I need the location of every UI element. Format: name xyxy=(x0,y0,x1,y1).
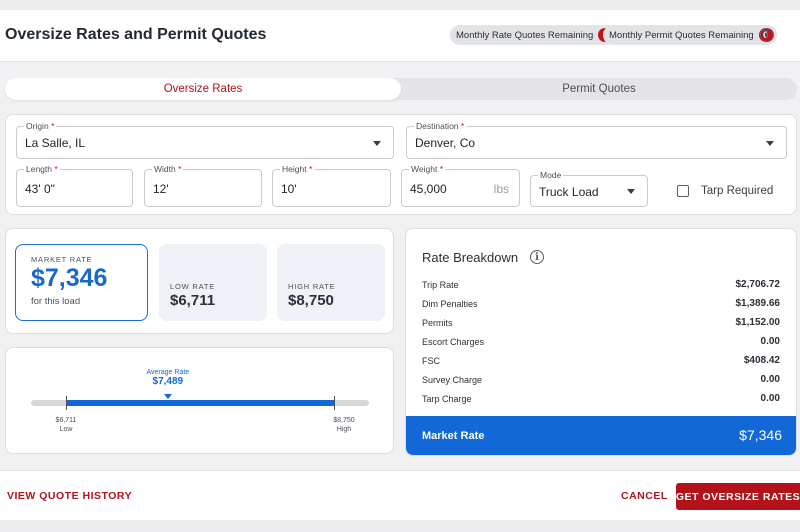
length-field[interactable]: Length * 43' 0" xyxy=(16,164,133,207)
length-value: 43' 0" xyxy=(25,182,55,196)
low-rate-value: $6,711 xyxy=(170,292,216,309)
mode-chevron-down-icon xyxy=(627,189,635,194)
destination-label: Destination * xyxy=(414,121,467,131)
tab-bar: Oversize Rates Permit Quotes xyxy=(5,78,797,100)
weight-value: 45,000 xyxy=(410,182,447,196)
low-rate-caption: LOW RATE xyxy=(170,282,216,291)
origin-field[interactable]: Origin * La Salle, IL xyxy=(16,121,394,159)
height-value: 10' xyxy=(281,182,297,196)
mode-select[interactable]: Mode Truck Load xyxy=(530,170,648,207)
top-strip xyxy=(0,0,800,10)
rate-breakdown-card: Rate Breakdown i Trip Rate $2,706.72 Dim … xyxy=(405,228,797,456)
width-value: 12' xyxy=(153,182,169,196)
high-rate-caption: HIGH RATE xyxy=(288,282,336,291)
breakdown-row-survey-charge: Survey Charge 0.00 xyxy=(422,374,780,385)
mode-label: Mode xyxy=(538,170,564,180)
breakdown-row-fsc: FSC $408.42 xyxy=(422,355,780,366)
origin-chevron-down-icon xyxy=(373,141,381,146)
rate-quotes-remaining-pill: Monthly Rate Quotes Remaining 5 xyxy=(450,25,617,45)
low-rate-tile: LOW RATE $6,711 xyxy=(159,244,267,321)
rate-quotes-remaining-label: Monthly Rate Quotes Remaining xyxy=(456,29,594,41)
rates-card: MARKET RATE $7,346 for this load LOW RAT… xyxy=(5,228,394,334)
bottom-strip xyxy=(0,520,800,532)
info-icon[interactable]: i xyxy=(760,28,774,42)
breakdown-row-dim-penalties: Dim Penalties $1,389.66 xyxy=(422,298,780,309)
market-rate-total-bar: Market Rate $7,346 xyxy=(406,416,796,455)
main-content: Oversize Rates Permit Quotes Origin * La… xyxy=(0,62,800,470)
view-quote-history-button[interactable]: VIEW QUOTE HISTORY xyxy=(7,490,133,502)
destination-field[interactable]: Destination * Denver, Co xyxy=(406,121,787,159)
destination-value: Denver, Co xyxy=(415,136,476,150)
breakdown-row-tarp-charge: Tarp Charge 0.00 xyxy=(422,393,780,404)
breakdown-row-permits: Permits $1,152.00 xyxy=(422,317,780,328)
high-rate-value: $8,750 xyxy=(288,292,334,309)
breakdown-row-escort-charges: Escort Charges 0.00 xyxy=(422,336,780,347)
market-rate-sub: for this load xyxy=(31,296,81,307)
weight-label: Weight * xyxy=(409,164,445,174)
rate-breakdown-title: Rate Breakdown xyxy=(422,250,519,265)
weight-field[interactable]: Weight * 45,000 lbs xyxy=(401,164,520,207)
page-footer: VIEW QUOTE HISTORY CANCEL GET OVERSIZE R… xyxy=(0,470,800,520)
high-end-label: $8,750 High xyxy=(333,417,355,433)
market-rate-value: $7,346 xyxy=(31,264,108,292)
market-rate-total-label: Market Rate xyxy=(422,430,485,442)
high-rate-tile: HIGH RATE $8,750 xyxy=(277,244,385,321)
market-rate-tile: MARKET RATE $7,346 for this load xyxy=(15,244,148,321)
low-end-label: $6,711 Low xyxy=(55,417,77,433)
page-title: Oversize Rates and Permit Quotes xyxy=(5,26,267,43)
market-rate-caption: MARKET RATE xyxy=(31,255,93,264)
height-label: Height * xyxy=(280,164,315,174)
rate-range-card: Average Rate $7,489 $6,711 Low $8,750 High xyxy=(5,347,394,454)
average-rate-value: $7,489 xyxy=(152,376,184,387)
mode-value: Truck Load xyxy=(539,185,599,199)
weight-unit: lbs xyxy=(493,182,509,196)
get-oversize-rates-button[interactable]: GET OVERSIZE RATES xyxy=(676,483,800,510)
page-header: Oversize Rates and Permit Quotes Monthly… xyxy=(0,10,800,62)
tarp-required-label: Tarp Required xyxy=(701,185,774,197)
cancel-button[interactable]: CANCEL xyxy=(621,490,668,502)
rate-range-fill xyxy=(66,400,334,406)
permit-quotes-remaining-pill: Monthly Permit Quotes Remaining 0 xyxy=(603,25,777,45)
high-tick xyxy=(334,396,335,410)
origin-value: La Salle, IL xyxy=(25,136,86,150)
average-rate-label-group: Average Rate $7,489 xyxy=(138,369,198,387)
width-field[interactable]: Width * 12' xyxy=(144,164,262,207)
market-rate-total-value: $7,346 xyxy=(739,427,782,443)
height-field[interactable]: Height * 10' xyxy=(272,164,391,207)
rate-breakdown-info-icon[interactable]: i xyxy=(530,250,544,264)
length-label: Length * xyxy=(24,164,60,174)
breakdown-row-trip-rate: Trip Rate $2,706.72 xyxy=(422,279,780,290)
tarp-required-checkbox[interactable] xyxy=(677,185,689,197)
low-tick xyxy=(66,396,67,410)
tab-permit-quotes[interactable]: Permit Quotes xyxy=(562,83,636,95)
destination-chevron-down-icon xyxy=(766,141,774,146)
tab-oversize-rates[interactable]: Oversize Rates xyxy=(5,78,401,100)
average-marker-icon xyxy=(163,394,172,399)
average-rate-label: Average Rate xyxy=(146,369,190,376)
load-details-card: Origin * La Salle, IL Destination * Denv… xyxy=(5,114,797,215)
permit-quotes-remaining-label: Monthly Permit Quotes Remaining xyxy=(609,29,754,41)
width-label: Width * xyxy=(152,164,184,174)
origin-label: Origin * xyxy=(24,121,57,131)
